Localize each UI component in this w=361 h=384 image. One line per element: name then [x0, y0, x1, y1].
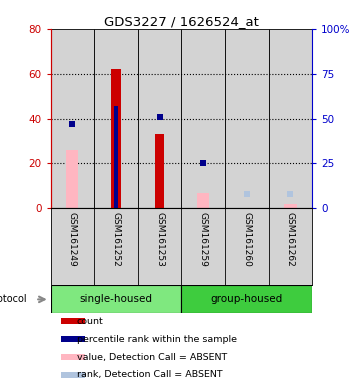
Text: rank, Detection Call = ABSENT: rank, Detection Call = ABSENT: [77, 370, 222, 379]
Bar: [61, 354, 84, 360]
Text: single-housed: single-housed: [79, 295, 152, 305]
Text: group-housed: group-housed: [211, 295, 283, 305]
Bar: [197, 193, 209, 209]
Text: percentile rank within the sample: percentile rank within the sample: [77, 335, 237, 344]
Bar: [61, 372, 84, 378]
Text: GSM161253: GSM161253: [155, 212, 164, 267]
Text: GSM161259: GSM161259: [199, 212, 208, 267]
Bar: [181, 29, 225, 209]
Bar: [94, 29, 138, 209]
Text: count: count: [77, 317, 104, 326]
Text: protocol: protocol: [0, 295, 27, 305]
Bar: [138, 29, 181, 209]
Bar: [66, 150, 78, 209]
Bar: [284, 204, 296, 209]
Text: GSM161252: GSM161252: [112, 212, 121, 267]
Bar: [61, 318, 84, 324]
Text: GSM161249: GSM161249: [68, 212, 77, 267]
Bar: [51, 285, 181, 313]
Text: value, Detection Call = ABSENT: value, Detection Call = ABSENT: [77, 353, 227, 362]
Title: GDS3227 / 1626524_at: GDS3227 / 1626524_at: [104, 15, 259, 28]
Bar: [51, 29, 94, 209]
Bar: [269, 29, 312, 209]
Text: GSM161260: GSM161260: [242, 212, 251, 267]
Bar: [61, 336, 84, 342]
Bar: [181, 285, 312, 313]
Bar: [111, 69, 121, 209]
Bar: [225, 29, 269, 209]
Bar: [155, 134, 164, 209]
Bar: [114, 106, 118, 209]
Text: GSM161262: GSM161262: [286, 212, 295, 267]
